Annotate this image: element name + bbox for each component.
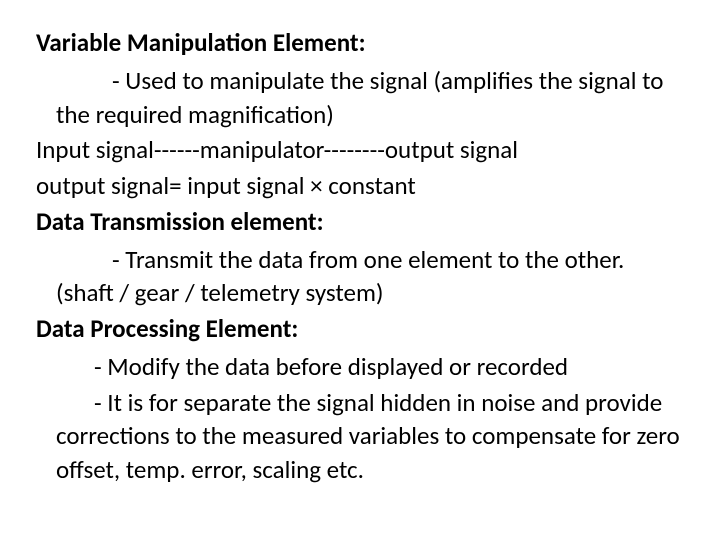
section-title-data-processing: Data Processing Element: — [36, 312, 684, 346]
section-title-variable-manipulation: Variable Manipulation Element: — [36, 26, 684, 60]
section-title-data-transmission: Data Transmission element: — [36, 205, 684, 239]
vme-equation: output signal= input signal × constant — [36, 169, 684, 203]
slide-content: Variable Manipulation Element: - Used to… — [0, 0, 720, 540]
dte-description: - Transmit the data from one element to … — [56, 243, 684, 311]
vme-signal-flow: Input signal------manipulator--------out… — [36, 133, 684, 167]
dpe-bullet-1: - Modify the data before displayed or re… — [56, 350, 684, 384]
vme-description: - Used to manipulate the signal (amplifi… — [56, 64, 684, 132]
dpe-bullet-2: - It is for separate the signal hidden i… — [56, 386, 684, 487]
